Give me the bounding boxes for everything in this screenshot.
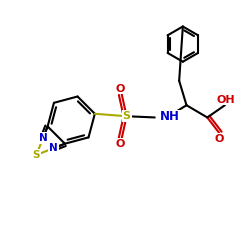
- Text: S: S: [122, 111, 130, 121]
- Text: N: N: [49, 143, 58, 153]
- Text: O: O: [215, 134, 224, 144]
- Text: N: N: [39, 133, 48, 143]
- Text: N: N: [39, 133, 48, 143]
- Text: S: S: [33, 150, 40, 160]
- Text: OH: OH: [217, 95, 236, 105]
- Text: N: N: [49, 143, 58, 153]
- Text: O: O: [116, 84, 125, 94]
- Text: O: O: [116, 138, 125, 148]
- Text: NH: NH: [160, 110, 180, 124]
- Text: S: S: [33, 150, 40, 160]
